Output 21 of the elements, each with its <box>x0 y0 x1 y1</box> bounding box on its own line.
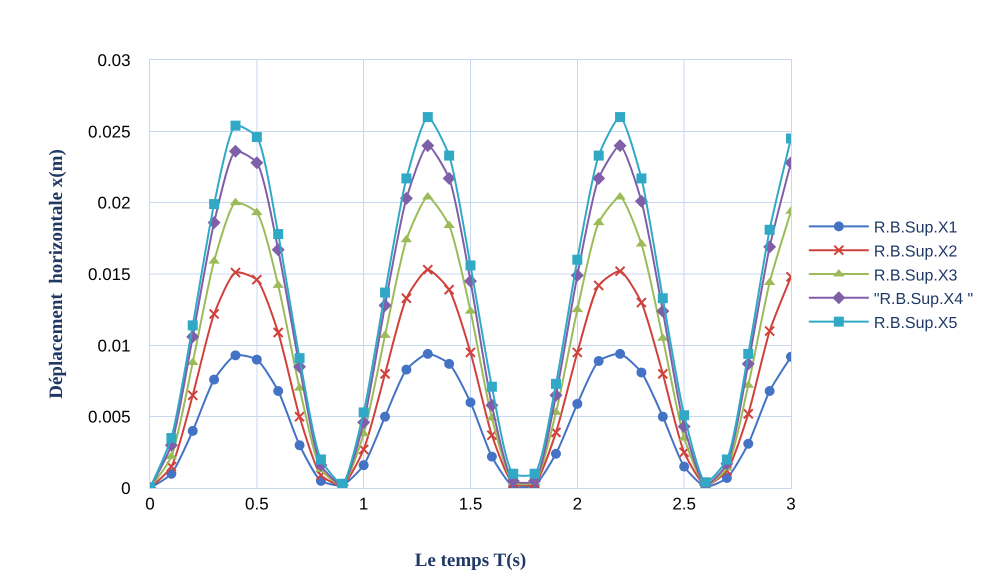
y-tick-label: 0.015 <box>88 264 131 284</box>
legend-label: R.B.Sup.X1 <box>874 220 958 237</box>
x-tick-label: 2.5 <box>672 494 696 514</box>
x-tick-label: 1.5 <box>458 494 482 514</box>
x-tick-label: 1 <box>358 494 368 514</box>
x-tick-label: 3 <box>786 494 796 514</box>
y-tick-label: 0 <box>121 478 131 498</box>
y-tick-label: 0.005 <box>88 408 131 427</box>
y-axis-title: Déplacement horizontale x(m) <box>46 149 67 399</box>
x-tick-label: 0 <box>145 494 155 514</box>
legend-label: R.B.Sup.X3 <box>874 267 958 284</box>
y-tick-label: 0.03 <box>98 50 131 70</box>
legend-label: "R.B.Sup.X4 " <box>874 291 974 308</box>
x-axis-title: Le temps T(s) <box>414 550 526 572</box>
y-tick-label: 0.01 <box>98 336 131 356</box>
x-tick-label: 0.5 <box>245 494 269 514</box>
x-tick-label: 2 <box>572 494 582 514</box>
legend-label: R.B.Sup.X5 <box>874 314 958 332</box>
legend-label: R.B.Sup.X2 <box>874 243 958 260</box>
y-tick-label: 0.02 <box>98 194 131 213</box>
y-tick-label: 0.025 <box>88 122 131 142</box>
